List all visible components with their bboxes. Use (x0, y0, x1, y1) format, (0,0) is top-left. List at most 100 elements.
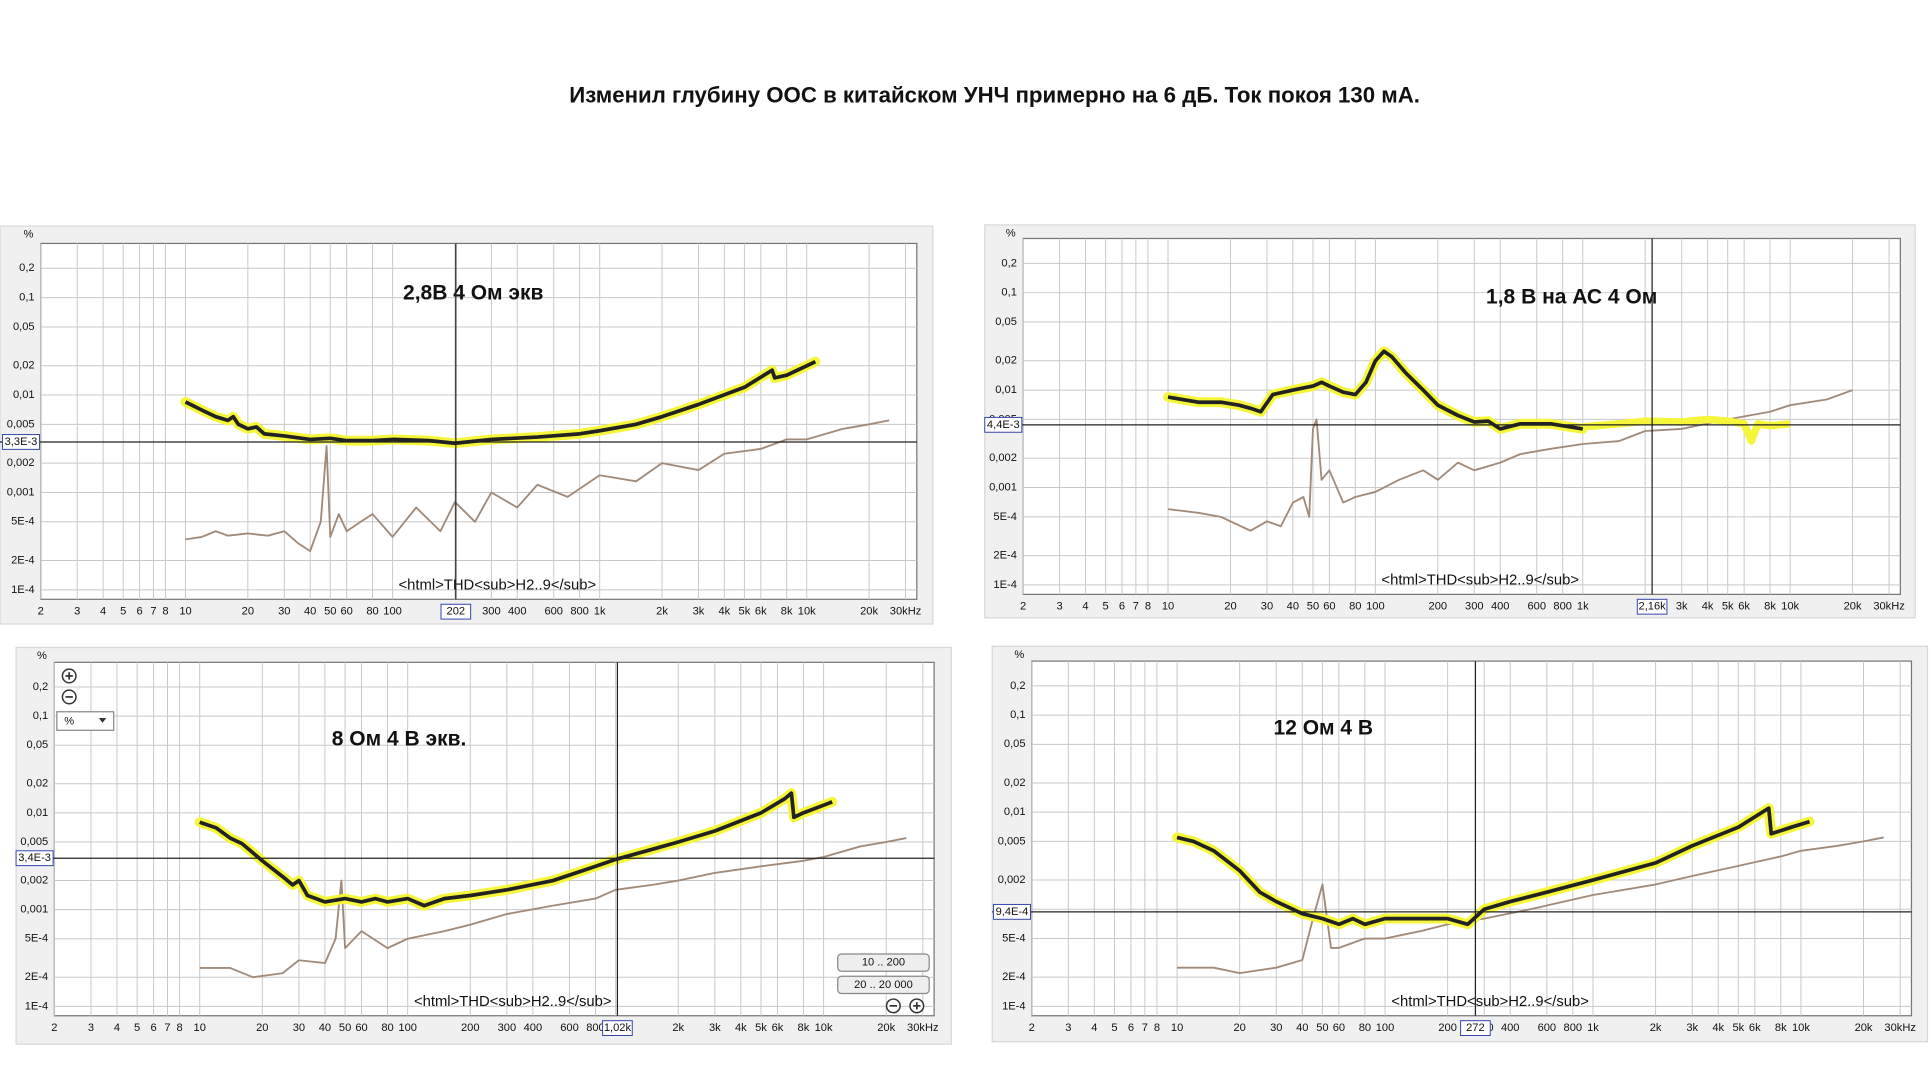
range-button[interactable] (837, 953, 930, 972)
annotation: 1,8 В на АС 4 Ом (1486, 285, 1657, 308)
x-tick-label: 6 (1119, 601, 1125, 613)
cursor-y-box (1, 434, 41, 450)
series-line (199, 791, 833, 908)
x-tick-label: 5k (1722, 601, 1734, 613)
cursor-x-label: 272 (1466, 1022, 1485, 1034)
x-tick-label: 4 (100, 606, 106, 618)
page-title: Изменил глубину ООС в китайском УНЧ прим… (569, 82, 1420, 107)
x-tick-label: 50 (1316, 1022, 1328, 1034)
y-tick-label: 0,2 (19, 262, 34, 274)
x-tick-label: 3 (1056, 601, 1062, 613)
x-tick-label: 6 (136, 606, 142, 618)
x-tick-label: 30 (1261, 601, 1273, 613)
x-tick-label: 100 (1376, 1022, 1395, 1034)
x-tick-label: 2 (1020, 601, 1026, 613)
series-line (1177, 836, 1884, 975)
y-tick-label: 0,005 (7, 418, 35, 430)
cursor-x-label: 202 (447, 606, 466, 618)
x-tick-label: 800 (1564, 1022, 1583, 1034)
x-tick-label: 20k (860, 606, 878, 618)
y-tick-label: 2E-4 (11, 554, 34, 566)
y-tick-label: 1E-4 (25, 1000, 48, 1012)
x-tick-label: 400 (1491, 601, 1510, 613)
x-tick-label: 30kHz (1884, 1022, 1915, 1034)
x-tick-label: 30kHz (890, 606, 921, 618)
x-tick-label: 800 (570, 606, 589, 618)
plot-area (1031, 660, 1913, 1017)
cursor-y-label: 4,4E-3 (987, 419, 1020, 431)
x-tick-label: 20 (256, 1022, 268, 1034)
cursor-y-label: 3,3E-3 (5, 436, 38, 448)
cursor-x-box (440, 603, 472, 620)
y-tick-label: 0,02 (995, 355, 1017, 367)
x-tick-label: 10 (194, 1022, 206, 1034)
series-line (1167, 389, 1853, 532)
range-button-label[interactable]: 20 .. 20 000 (854, 979, 913, 991)
x-tick-label: 3 (1065, 1022, 1071, 1034)
x-tick-label: 10k (798, 606, 816, 618)
y-tick-label: 0,05 (995, 316, 1017, 328)
x-tick-label: 600 (544, 606, 563, 618)
x-tick-label: 1k (1587, 1022, 1599, 1034)
x-tick-label: 10k (815, 1022, 833, 1034)
x-tick-label: 20k (1855, 1022, 1873, 1034)
unit-dropdown[interactable] (56, 711, 115, 731)
x-tick-label: 8k (1764, 601, 1776, 613)
x-tick-label: 5k (739, 606, 751, 618)
x-tick-label: 4k (735, 1022, 747, 1034)
x-tick-label: 800 (586, 1022, 605, 1034)
y-tick-label: 0,01 (1004, 806, 1026, 818)
x-tick-label: 8 (162, 606, 168, 618)
x-tick-label: 2 (51, 1022, 57, 1034)
range-button-label[interactable]: 10 .. 200 (862, 957, 905, 969)
x-tick-label: 60 (340, 606, 352, 618)
y-tick-label: 0,05 (1004, 738, 1026, 750)
x-tick-label: 8k (781, 606, 793, 618)
x-tick-label: 600 (1527, 601, 1546, 613)
y-tick-label: 0,001 (989, 481, 1017, 493)
x-tick-label: 400 (1501, 1022, 1520, 1034)
x-tick-label: 10 (1162, 601, 1174, 613)
cursor-x-label: 2,16k (1639, 601, 1667, 613)
y-tick-label: 0,2 (33, 681, 48, 693)
x-tick-label: 2k (1650, 1022, 1662, 1034)
x-tick-label: 20k (1844, 601, 1862, 613)
y-axis-label: % (1014, 649, 1024, 661)
x-tick-label: 200 (461, 1022, 480, 1034)
y-tick-label: 0,1 (1010, 709, 1025, 721)
y-tick-label: 0,1 (19, 292, 34, 304)
x-tick-label: 2k (672, 1022, 684, 1034)
series-line (1167, 349, 1584, 431)
unit-value: % (64, 716, 74, 728)
annotation: 2,8В 4 Ом экв (403, 282, 544, 305)
y-tick-label: 0,1 (33, 710, 48, 722)
y-tick-label: 1E-4 (11, 584, 34, 596)
x-tick-label: 80 (1349, 601, 1361, 613)
x-tick-label: 8 (1145, 601, 1151, 613)
range-button[interactable] (837, 975, 930, 995)
y-tick-label: 0,05 (13, 321, 35, 333)
x-tick-label: 10 (179, 606, 191, 618)
x-tick-label: 3 (88, 1022, 94, 1034)
x-tick-label: 40 (319, 1022, 331, 1034)
cursor-x-box (1636, 598, 1668, 615)
y-tick-label: 0,01 (27, 807, 49, 819)
x-tick-label: 30kHz (1873, 601, 1904, 613)
x-tick-label: 6 (150, 1022, 156, 1034)
x-tick-label: 6k (1738, 601, 1750, 613)
cursor-y-box (984, 416, 1023, 433)
x-tick-label: 4k (1712, 1022, 1724, 1034)
cursor-y-box (15, 850, 54, 867)
annotation: 12 Ом 4 В (1274, 717, 1374, 740)
x-tick-label: 4 (114, 1022, 120, 1034)
x-tick-label: 600 (1538, 1022, 1557, 1034)
y-tick-label: 0,2 (1010, 680, 1025, 692)
y-tick-label: 0,002 (7, 457, 35, 469)
y-tick-label: 0,01 (995, 384, 1017, 396)
x-tick-label: 800 (1553, 601, 1572, 613)
y-tick-label: 5E-4 (1002, 932, 1025, 944)
y-axis-label: % (23, 229, 33, 241)
x-tick-label: 300 (482, 606, 501, 618)
x-tick-label: 7 (1133, 601, 1139, 613)
x-tick-label: 60 (1333, 1022, 1345, 1034)
